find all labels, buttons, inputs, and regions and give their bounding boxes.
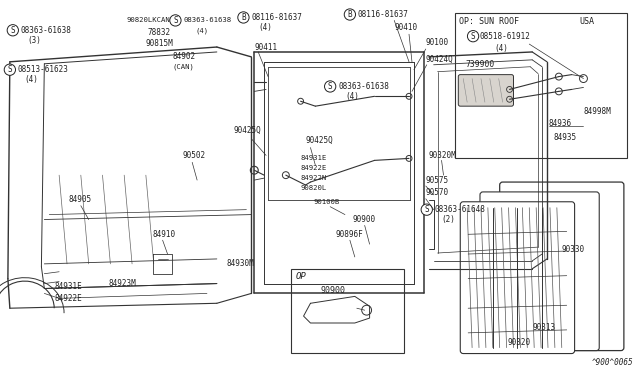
Text: B: B bbox=[241, 13, 246, 22]
Text: (CAN): (CAN) bbox=[172, 64, 195, 70]
Text: 90502: 90502 bbox=[182, 151, 205, 160]
Text: (4): (4) bbox=[24, 75, 38, 84]
Text: 90424Q: 90424Q bbox=[426, 55, 454, 64]
FancyBboxPatch shape bbox=[458, 75, 513, 106]
Text: 08363-61638: 08363-61638 bbox=[338, 82, 389, 91]
Text: S: S bbox=[8, 65, 12, 74]
Text: ^900^0065: ^900^0065 bbox=[591, 358, 633, 367]
Text: 84931E: 84931E bbox=[301, 155, 327, 161]
Text: 90820LKCAN: 90820LKCAN bbox=[126, 17, 170, 23]
Text: (3): (3) bbox=[28, 36, 42, 45]
Text: 84935: 84935 bbox=[554, 133, 577, 142]
Text: 84936: 84936 bbox=[549, 119, 572, 128]
Text: 84930M: 84930M bbox=[227, 259, 255, 268]
Text: S: S bbox=[10, 26, 15, 35]
Text: 84905: 84905 bbox=[69, 195, 92, 204]
Text: OP: OP bbox=[296, 272, 307, 281]
Text: 90425Q: 90425Q bbox=[234, 126, 261, 135]
Text: 84922E: 84922E bbox=[54, 294, 82, 303]
Text: 84931E: 84931E bbox=[54, 282, 82, 291]
Text: 08513-61623: 08513-61623 bbox=[18, 65, 68, 74]
Text: 08116-81637: 08116-81637 bbox=[358, 10, 409, 19]
Text: 90425Q: 90425Q bbox=[305, 136, 333, 145]
Text: 08363-61638: 08363-61638 bbox=[183, 17, 232, 23]
Text: (4): (4) bbox=[258, 23, 272, 32]
Text: 90575: 90575 bbox=[426, 176, 449, 185]
Text: 08518-61912: 08518-61912 bbox=[480, 32, 531, 41]
FancyBboxPatch shape bbox=[480, 192, 599, 350]
Text: S: S bbox=[328, 82, 333, 91]
Bar bbox=[291, 269, 404, 353]
Text: 84902: 84902 bbox=[172, 52, 196, 61]
Text: 90320M: 90320M bbox=[429, 151, 456, 160]
Text: OP: SUN ROOF: OP: SUN ROOF bbox=[460, 17, 519, 26]
Text: 84998M: 84998M bbox=[584, 107, 611, 116]
Text: S: S bbox=[424, 205, 429, 214]
Text: USA: USA bbox=[580, 17, 595, 26]
Text: 90330: 90330 bbox=[562, 244, 585, 254]
Text: 78832: 78832 bbox=[148, 28, 171, 37]
Text: 84910: 84910 bbox=[153, 230, 176, 239]
Text: 90570: 90570 bbox=[426, 188, 449, 198]
Text: 90313: 90313 bbox=[532, 323, 556, 333]
Text: 84922N: 84922N bbox=[301, 175, 327, 181]
FancyBboxPatch shape bbox=[460, 202, 575, 353]
Bar bbox=[455, 13, 627, 158]
Text: 90820L: 90820L bbox=[301, 185, 327, 191]
Text: (4): (4) bbox=[495, 44, 509, 52]
Text: 90410: 90410 bbox=[394, 23, 417, 32]
Text: 90100B: 90100B bbox=[314, 199, 340, 205]
Text: 90815M: 90815M bbox=[146, 39, 173, 48]
Text: 90900: 90900 bbox=[353, 215, 376, 224]
Text: (2): (2) bbox=[442, 215, 456, 224]
Text: 90896F: 90896F bbox=[335, 230, 363, 239]
Text: 08363-61648: 08363-61648 bbox=[435, 205, 486, 214]
Text: 90100: 90100 bbox=[426, 38, 449, 46]
Text: (4): (4) bbox=[195, 27, 208, 33]
Text: 08363-61638: 08363-61638 bbox=[20, 26, 72, 35]
Text: 90411: 90411 bbox=[254, 42, 277, 52]
Text: 08116-81637: 08116-81637 bbox=[252, 13, 302, 22]
Text: S: S bbox=[471, 32, 476, 41]
Text: 90900: 90900 bbox=[320, 286, 346, 295]
Text: S: S bbox=[173, 16, 178, 25]
Text: 84922E: 84922E bbox=[301, 165, 327, 171]
Text: 739900: 739900 bbox=[465, 60, 495, 69]
Text: 90320: 90320 bbox=[508, 338, 531, 347]
Text: B: B bbox=[348, 10, 352, 19]
FancyBboxPatch shape bbox=[500, 182, 624, 350]
Text: (4): (4) bbox=[345, 92, 359, 101]
Text: 84923M: 84923M bbox=[108, 279, 136, 288]
